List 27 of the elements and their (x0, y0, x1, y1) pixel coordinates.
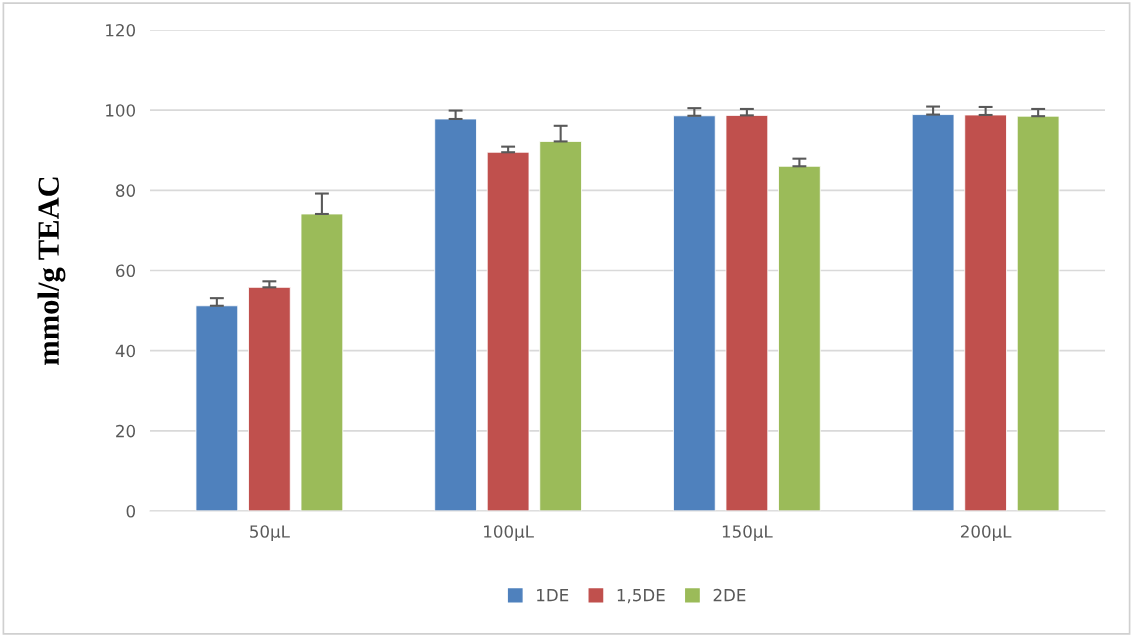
bar (673, 115, 716, 511)
bar (195, 305, 239, 511)
x-tick-label: 100µL (484, 525, 534, 542)
y-tick-label: 120 (106, 23, 135, 37)
bar (964, 114, 1007, 511)
bar (911, 114, 955, 511)
x-tick-label: 200µL (960, 525, 1012, 542)
bar (539, 141, 582, 511)
y-tick-label: 60 (116, 264, 135, 278)
y-tick-label: 40 (115, 344, 135, 358)
y-tick-label: 20 (116, 424, 135, 438)
y-tick-label: 100 (106, 104, 135, 117)
y-tick-label: 0 (126, 504, 135, 518)
bar (300, 213, 344, 511)
bar (725, 114, 769, 511)
x-tick-label: 50µL (250, 525, 290, 542)
bar (778, 165, 821, 511)
y-tick-label: 80 (116, 184, 135, 197)
bar (434, 118, 477, 511)
legend-label: 2DE (713, 588, 746, 602)
bar (248, 286, 291, 511)
legend-label: 1DE (537, 589, 569, 602)
x-tick-label: 150µL (722, 525, 773, 542)
bar (486, 151, 530, 511)
y-axis-title: mmol/g TEAC (37, 177, 66, 365)
bar (1016, 115, 1060, 511)
legend-label: 1,5DE (617, 589, 665, 604)
